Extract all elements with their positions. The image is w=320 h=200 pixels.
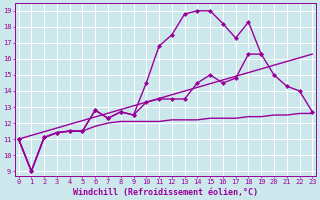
X-axis label: Windchill (Refroidissement éolien,°C): Windchill (Refroidissement éolien,°C) — [73, 188, 258, 197]
